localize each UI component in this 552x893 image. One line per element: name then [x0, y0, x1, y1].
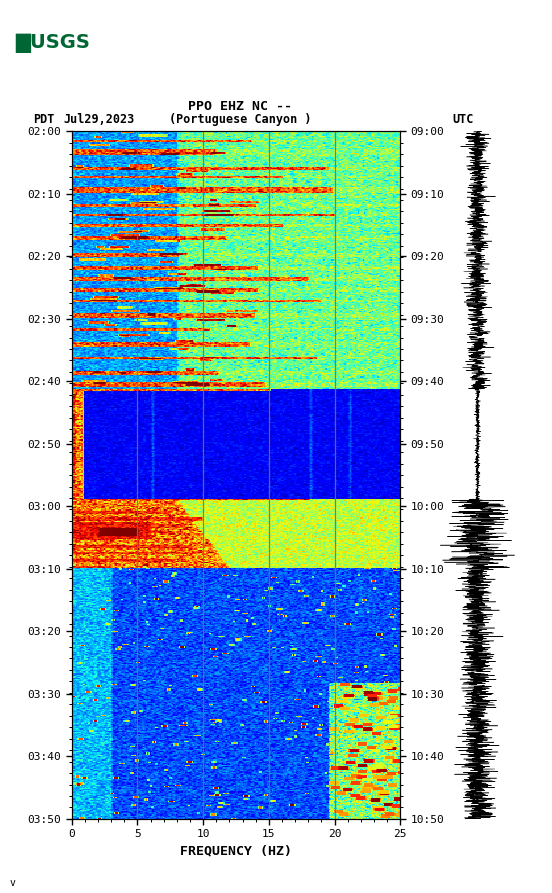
- Text: PPO EHZ NC --: PPO EHZ NC --: [188, 100, 292, 113]
- X-axis label: FREQUENCY (HZ): FREQUENCY (HZ): [180, 845, 292, 858]
- Text: Jul29,2023: Jul29,2023: [63, 113, 135, 126]
- Text: PDT: PDT: [33, 113, 55, 126]
- Text: UTC: UTC: [453, 113, 474, 126]
- Text: (Portuguese Canyon ): (Portuguese Canyon ): [169, 113, 311, 126]
- Text: █USGS: █USGS: [15, 33, 91, 53]
- Text: v: v: [10, 878, 16, 888]
